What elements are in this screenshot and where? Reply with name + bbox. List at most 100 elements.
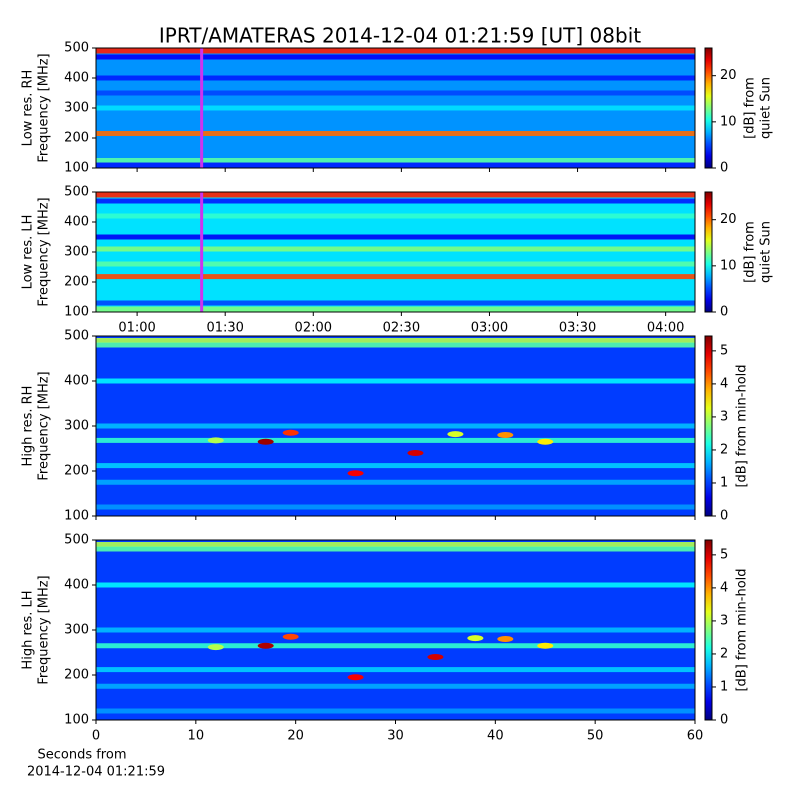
footnote: Seconds from [37, 748, 126, 763]
colorbar-tick-label: 2 [720, 646, 728, 661]
colorbar-tick-label: 1 [720, 475, 728, 490]
colorbar-tick-label: 0 [720, 161, 728, 176]
figure-title: IPRT/AMATERAS 2014-12-04 01:21:59 [UT] 0… [159, 24, 641, 48]
band [96, 105, 695, 111]
x-tick-label: 03:30 [559, 321, 596, 336]
band [96, 627, 695, 633]
x-tick-label: 02:30 [383, 321, 420, 336]
y-tick-label: 300 [64, 419, 89, 434]
band [96, 131, 695, 136]
band [96, 683, 695, 689]
y-axis-label: Frequency [MHz] [37, 575, 52, 684]
background [96, 192, 695, 312]
plot-area [96, 48, 695, 168]
colorbar-label: [dB] from [743, 221, 758, 283]
x-tick-label: 0 [92, 729, 100, 744]
x-tick-label: 01:00 [118, 321, 155, 336]
band [96, 274, 695, 280]
colorbar [704, 47, 713, 169]
y-tick-label: 400 [64, 71, 89, 86]
x-tick-label: 02:00 [295, 321, 332, 336]
y-axis-label: Frequency [MHz] [37, 371, 52, 480]
band [96, 667, 695, 673]
y-tick-label: 400 [64, 578, 89, 593]
y-tick-label: 100 [64, 713, 89, 728]
colorbar-tick-label: 4 [720, 580, 728, 595]
x-tick-label: 30 [387, 729, 404, 744]
plot-area [96, 336, 695, 516]
y-tick-label: 500 [64, 185, 89, 200]
colorbar-tick-label: 20 [720, 68, 737, 83]
band [96, 213, 695, 219]
band [96, 542, 695, 547]
colorbar-tick-label: 10 [720, 114, 737, 129]
y-tick-label: 300 [64, 245, 89, 260]
y-tick-label: 200 [64, 464, 89, 479]
spot [447, 431, 464, 438]
band [96, 582, 695, 588]
y-tick-label: 500 [64, 329, 89, 344]
colorbar-tick-label: 5 [720, 547, 728, 562]
x-tick-label: 04:00 [647, 321, 684, 336]
band [96, 162, 695, 168]
spot [537, 642, 554, 649]
colorbar-tick-label: 0 [720, 509, 728, 524]
plot-area [96, 540, 695, 720]
spot [207, 644, 224, 651]
spot [347, 470, 364, 477]
x-tick-label: 40 [487, 729, 504, 744]
spot [207, 437, 224, 444]
y-tick-label: 200 [64, 275, 89, 290]
y-axis-label: Frequency [MHz] [37, 53, 52, 162]
y-axis-label: Frequency [MHz] [37, 197, 52, 306]
x-tick-label: 20 [287, 729, 304, 744]
band [96, 90, 695, 96]
band [96, 54, 695, 60]
band [96, 158, 695, 163]
band [96, 338, 695, 343]
y-tick-label: 500 [64, 533, 89, 548]
band [96, 437, 695, 443]
band [96, 192, 695, 198]
x-tick-label: 10 [188, 729, 205, 744]
spot [257, 642, 274, 649]
x-tick-label: 01:30 [206, 321, 243, 336]
colorbar [704, 191, 713, 313]
spot [467, 635, 484, 642]
band [96, 463, 695, 469]
y-axis-label: Low res. LH [21, 215, 36, 290]
colorbar-tick-label: 4 [720, 376, 728, 391]
colorbar-tick-label: 2 [720, 442, 728, 457]
band [96, 423, 695, 429]
y-tick-label: 200 [64, 668, 89, 683]
colorbar-label: quiet Sun [759, 77, 774, 139]
spot [282, 633, 299, 640]
spot [497, 636, 514, 642]
colorbar-tick-label: 3 [720, 409, 728, 424]
colorbar-tick-label: 3 [720, 613, 728, 628]
y-tick-label: 100 [64, 305, 89, 320]
x-tick-label: 60 [687, 729, 704, 744]
colorbar-tick-label: 0 [720, 713, 728, 728]
x-tick-label: 50 [587, 729, 604, 744]
colorbar-tick-label: 20 [720, 212, 737, 227]
spot [427, 654, 444, 660]
spot [497, 432, 514, 438]
y-tick-label: 400 [64, 215, 89, 230]
spot [257, 438, 274, 445]
plot-area [96, 192, 695, 312]
y-tick-label: 400 [64, 374, 89, 389]
colorbar-label: [dB] from min-hold [735, 568, 750, 691]
band [96, 234, 695, 240]
footnote: 2014-12-04 01:21:59 [27, 765, 165, 780]
band [96, 378, 695, 384]
y-tick-label: 100 [64, 161, 89, 176]
colorbar [704, 335, 713, 517]
y-axis-label: High res. RH [21, 386, 36, 467]
band [96, 246, 695, 252]
y-axis-label: Low res. RH [21, 70, 36, 147]
spot [347, 674, 364, 681]
colorbar-label: [dB] from [743, 77, 758, 139]
y-tick-label: 200 [64, 131, 89, 146]
